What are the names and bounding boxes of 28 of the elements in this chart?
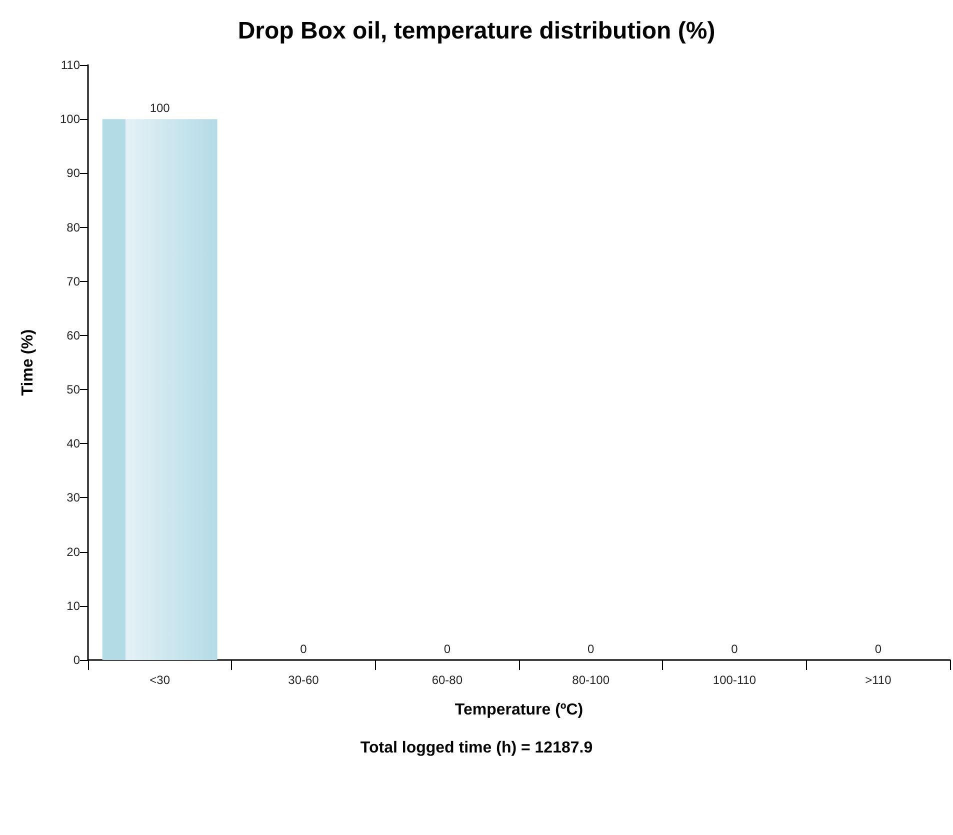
y-tick-label: 100 [60,112,80,126]
y-tick-label: 90 [66,166,80,180]
data-label: 100 [150,101,170,116]
x-tick-label: 100-110 [712,673,756,687]
y-tick-label: 10 [66,598,80,613]
y-tick-label: 50 [66,382,80,397]
x-axis-title: Temperature (ºC) [454,702,584,718]
x-tick-label: 60-80 [432,673,463,687]
data-label: 0 [444,642,451,656]
y-tick-label: 30 [66,490,80,505]
y-tick-label: 0 [73,653,80,667]
y-tick-label: 80 [66,220,80,234]
y-tick-label: 60 [66,328,80,342]
y-axis-title: Time (%) [20,329,36,396]
y-tick-label: 40 [66,436,80,451]
data-label: 0 [731,642,738,656]
data-label: 0 [587,642,594,656]
data-label: 0 [300,642,308,656]
text: Total logged time (h) = 12187.9 [360,740,593,756]
x-tick-label: <30 [150,673,170,687]
x-tick-label: >110 [865,673,892,687]
y-tick-label: 20 [66,544,80,559]
y-tick-label: 110 [60,58,80,72]
x-tick-label: 80-100 [572,673,610,687]
data-label: 0 [874,642,882,656]
chart-title: Drop Box oil, temperature distribution (%) [238,18,716,44]
x-tick-label: 30-60 [288,673,320,687]
y-tick-label: 70 [66,274,80,288]
